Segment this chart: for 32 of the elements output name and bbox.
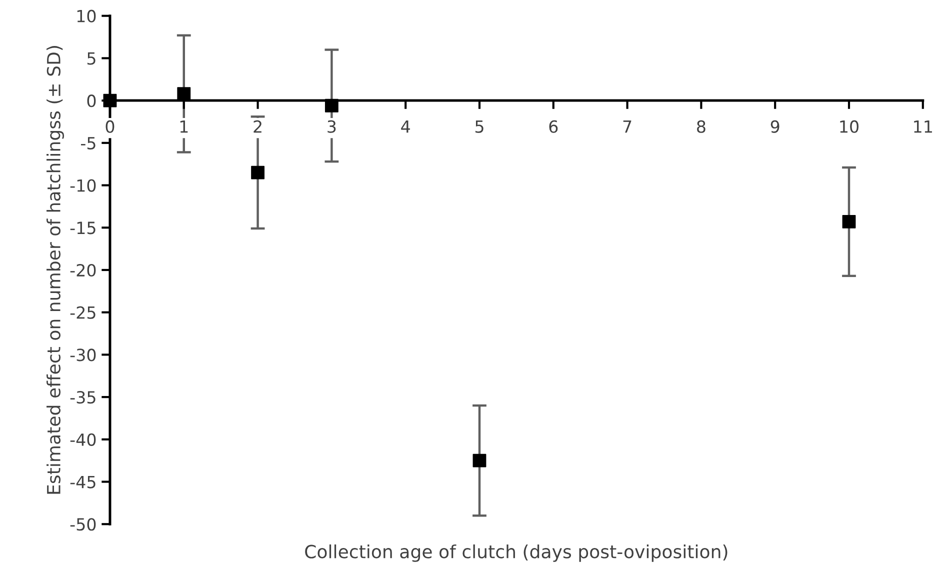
y-tick-label: -50 (70, 518, 96, 531)
x-axis-title: Collection age of clutch (days post-oviposition) (305, 544, 728, 562)
y-tick-label: -10 (70, 179, 96, 192)
x-tick-label: 1 (180, 120, 188, 133)
y-tick-label: -5 (80, 137, 96, 150)
y-tick-label: -40 (70, 433, 96, 446)
y-tick-label: -15 (70, 222, 96, 234)
x-tick-label: 11 (914, 120, 932, 133)
y-axis-title: Estimated effect on number of hatchlingss (± SD) (46, 46, 64, 494)
y-tick-label: -30 (70, 348, 96, 362)
y-tick-label: 0 (87, 94, 96, 108)
x-tick-label: 4 (401, 120, 410, 133)
x-tick-label: 6 (549, 120, 558, 133)
y-tick-label: 5 (87, 52, 96, 65)
y-tick-label: 10 (77, 10, 96, 22)
point (842, 214, 856, 228)
point (177, 87, 191, 100)
x-tick-label: 2 (254, 120, 262, 133)
x-tick-label: 3 (328, 120, 336, 133)
x-tick-label: 5 (475, 120, 484, 133)
x-tick-label: 0 (106, 120, 114, 133)
y-tick-label: -25 (70, 306, 96, 319)
y-tick-label: -20 (70, 264, 96, 277)
point (251, 166, 264, 180)
x-tick-label: 8 (697, 120, 706, 133)
x-tick-label: 7 (623, 120, 632, 133)
y-tick-label: -35 (70, 391, 96, 404)
x-tick-label: 9 (770, 120, 780, 133)
y-tick-label: -45 (70, 476, 96, 488)
x-tick-label: 10 (840, 120, 858, 133)
point (472, 454, 486, 468)
point (324, 98, 338, 112)
